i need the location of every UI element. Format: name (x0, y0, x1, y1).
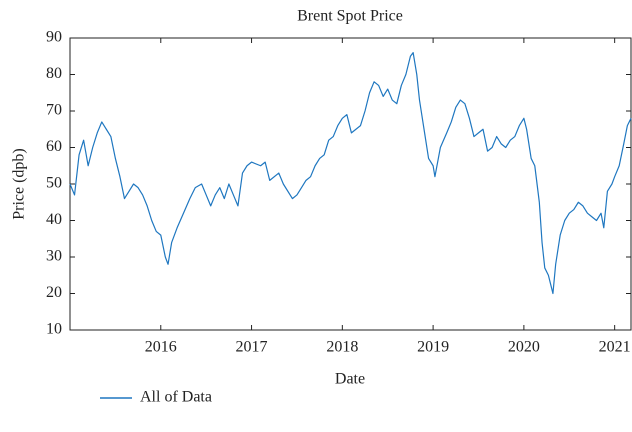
y-axis-label: Price (dpb) (11, 148, 28, 220)
y-tick-label: 60 (46, 138, 62, 155)
y-tick-label: 10 (46, 321, 62, 338)
y-tick-label: 90 (46, 29, 62, 46)
x-tick-label: 2021 (599, 339, 631, 356)
x-tick-label: 2018 (326, 339, 358, 356)
y-tick-label: 50 (46, 175, 62, 192)
y-tick-label: 20 (46, 284, 62, 301)
chart-title: Brent Spot Price (297, 8, 403, 25)
x-tick-label: 2019 (417, 339, 449, 356)
data-line (69, 52, 632, 295)
y-tick-label: 70 (46, 102, 62, 119)
y-tick-label: 30 (46, 248, 62, 265)
x-tick-label: 2017 (236, 339, 268, 356)
x-tick-label: 2016 (145, 339, 177, 356)
x-axis-label: Date (335, 371, 365, 388)
x-tick-label: 2020 (508, 339, 540, 356)
y-tick-label: 40 (46, 211, 62, 228)
plot-frame (69, 37, 632, 331)
legend-label: All of Data (140, 389, 212, 406)
y-tick-label: 80 (46, 65, 62, 82)
